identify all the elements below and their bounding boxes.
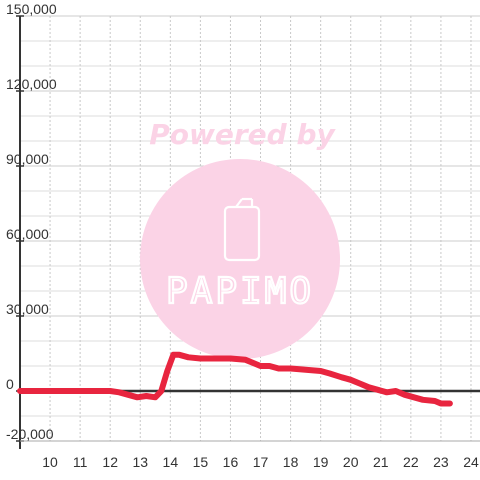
x-tick-labels: 10 11 12 13 14 15 16 17 18 19 20 21 22 23 24 — [42, 454, 479, 470]
y-tick-label: 120,000 — [6, 76, 57, 92]
x-tick-label: 19 — [313, 454, 329, 470]
x-tick-label: 17 — [253, 454, 269, 470]
x-tick-label: 15 — [193, 454, 209, 470]
x-tick-label: 23 — [433, 454, 449, 470]
papimo-watermark: Powered by PAPIMO — [140, 118, 340, 359]
y-tick-label: -20,000 — [6, 426, 54, 442]
watermark-title: Powered by — [149, 118, 336, 151]
x-tick-label: 11 — [73, 454, 88, 470]
x-tick-label: 10 — [42, 454, 58, 470]
x-tick-label: 22 — [403, 454, 419, 470]
y-tick-label: 0 — [6, 376, 14, 392]
x-tick-label: 24 — [463, 454, 479, 470]
phone-icon — [223, 197, 261, 262]
x-tick-label: 16 — [223, 454, 239, 470]
x-tick-label: 21 — [373, 454, 389, 470]
watermark-logo-text: PAPIMO — [166, 271, 314, 312]
y-tick-labels: -20,000 0 30,000 60,000 90,000 120,000 150,000 — [6, 1, 57, 442]
x-tick-label: 20 — [343, 454, 359, 470]
x-tick-label: 14 — [163, 454, 179, 470]
x-tick-label: 13 — [132, 454, 148, 470]
y-tick-label: 60,000 — [6, 226, 49, 242]
y-tick-label: 150,000 — [6, 1, 57, 17]
x-tick-label: 18 — [283, 454, 299, 470]
x-tick-label: 12 — [102, 454, 118, 470]
grid — [20, 15, 480, 442]
y-tick-label: 90,000 — [6, 151, 49, 167]
series-layer — [17, 351, 453, 407]
y-tick-label: 30,000 — [6, 301, 49, 317]
series-line — [17, 351, 453, 407]
